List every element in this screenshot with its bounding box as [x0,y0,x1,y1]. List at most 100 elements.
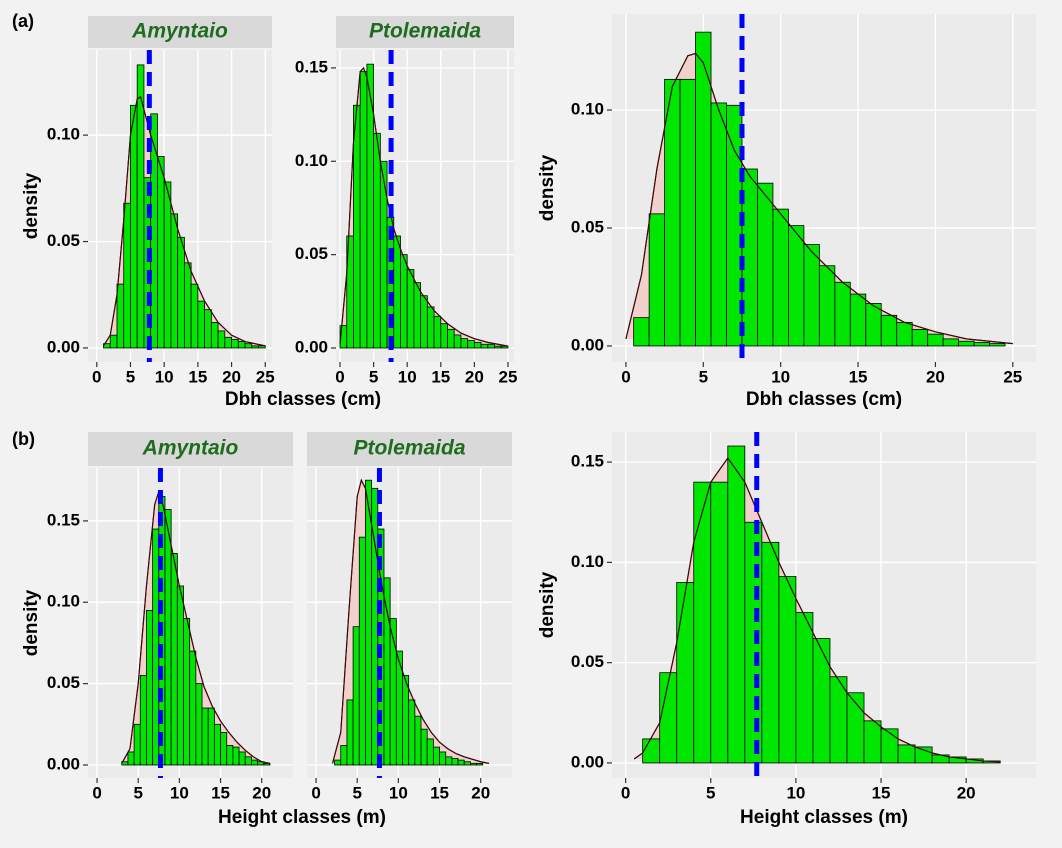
y-axis-title: density [21,589,42,656]
bar [727,445,746,764]
bar [788,225,805,347]
bar [880,728,899,764]
y-axis-title: density [21,172,42,239]
bar [204,309,212,349]
bar [803,244,820,347]
bar [648,213,666,347]
x-tick-label: 15 [430,783,449,802]
strip-text: Amyntaio [131,20,228,43]
bar [414,715,422,766]
x-tick-label: 20 [465,367,484,386]
x-tick-label: 10 [771,367,790,386]
bar [927,333,944,347]
bar [973,342,990,347]
bar [633,317,650,347]
bar [207,707,215,766]
bar [352,626,360,766]
bar [664,78,681,347]
x-axis-title: Dbh classes (cm) [746,389,902,410]
bar [251,759,258,766]
x-tick-label: 15 [872,783,891,802]
bar [470,762,477,766]
bar [163,181,172,349]
bar [795,612,814,764]
bar [232,746,240,766]
bar [834,281,851,347]
bar [133,723,141,766]
bar [467,340,475,349]
y-tick-label: 0.05 [571,652,604,671]
y-tick-label: 0.05 [47,673,80,692]
bar [406,269,415,349]
x-tick-label: 10 [389,783,408,802]
bar [463,761,471,766]
x-tick-label: 20 [252,783,271,802]
bar [676,582,695,764]
bar [451,758,459,766]
x-axis-title: Height classes (m) [740,807,908,828]
bar [849,293,867,347]
strip-text: Ptolemaida [369,20,481,43]
x-tick-label: 10 [398,367,417,386]
panel-label: (a) [12,11,34,31]
bar [195,683,203,766]
bar [812,638,831,764]
bar [353,104,361,349]
bar [440,323,448,349]
bar [197,300,206,349]
strip-text: Amyntaio [142,437,239,460]
bar [123,202,131,349]
bar [420,728,428,766]
bar [346,699,354,766]
y-tick-label: 0.10 [47,592,80,611]
x-tick-label: 5 [706,783,715,802]
x-tick-label: 0 [335,367,344,386]
y-tick-label: 0.05 [47,231,80,250]
bar [473,341,482,349]
bar [190,283,199,349]
bar [170,213,179,349]
bar [238,751,246,766]
bar [340,745,348,766]
strip-text: Ptolemaida [353,437,465,460]
bar [176,585,184,766]
bar [911,329,929,347]
x-tick-label: 5 [369,367,378,386]
bar [958,340,975,347]
y-tick-label: 0.00 [295,337,328,356]
bar [359,71,368,349]
bar [170,553,178,766]
strip-background [88,432,293,466]
density-curve [121,489,271,764]
y-tick-label: 0.00 [571,335,604,354]
bar [408,699,416,766]
bar [220,732,228,766]
density-curve [339,66,509,347]
bar [433,315,442,349]
strip-background [307,432,512,466]
bar [772,208,789,347]
bar [447,328,455,349]
bar [201,707,209,766]
y-tick-label: 0.10 [295,151,328,170]
bar [263,762,271,766]
panel-label: (b) [12,429,35,449]
x-tick-label: 5 [126,367,135,386]
bar [146,609,154,766]
bar [231,339,239,349]
x-tick-label: 5 [352,783,361,802]
x-tick-label: 25 [256,367,275,386]
bar [659,672,678,764]
bar [217,330,226,349]
bar [679,78,696,347]
bar [373,132,381,349]
x-tick-label: 15 [849,367,868,386]
strip-background [88,16,272,48]
bar [383,577,391,766]
y-axis-title: density [537,154,558,221]
y-tick-label: 0.00 [47,337,80,356]
bar [157,156,165,349]
x-tick-label: 0 [92,367,101,386]
y-tick-label: 0.10 [571,100,604,119]
bar [693,481,712,764]
